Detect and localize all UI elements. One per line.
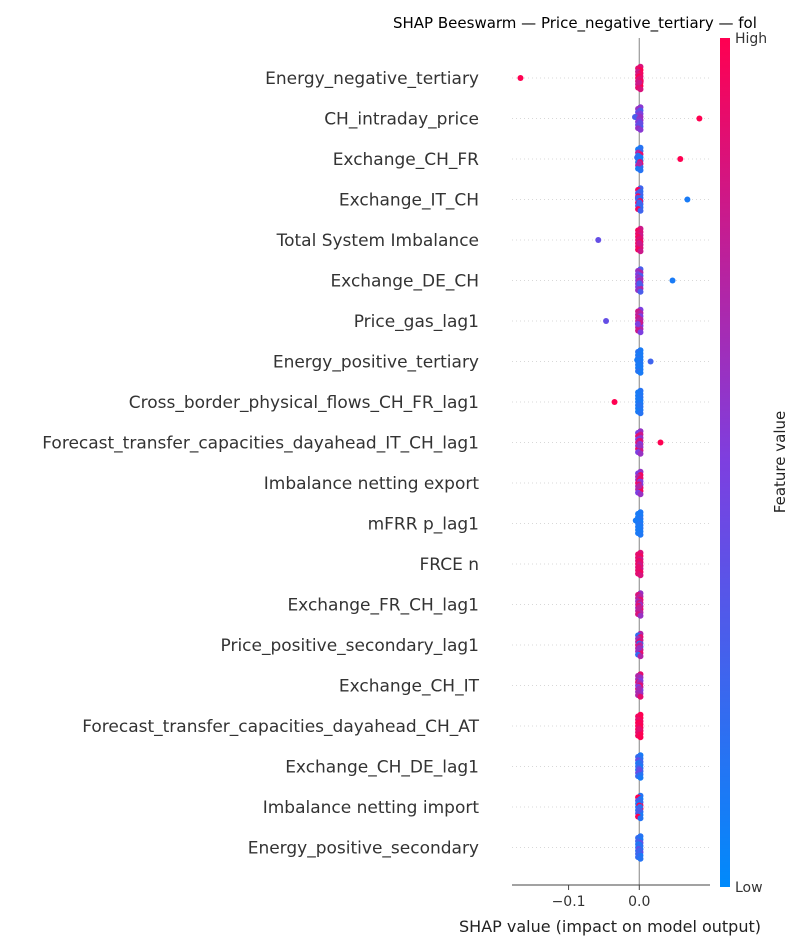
feature-label: Exchange_CH_IT bbox=[339, 677, 480, 697]
feature-label: Forecast_transfer_capacities_dayahead_CH… bbox=[82, 717, 479, 737]
x-axis-label: SHAP value (impact on model output) bbox=[459, 917, 761, 936]
shap-point bbox=[636, 766, 643, 773]
shap-point bbox=[636, 120, 643, 126]
shap-point bbox=[636, 523, 643, 530]
feature-rows: Energy_negative_tertiary CH_intraday_pric… bbox=[42, 69, 710, 859]
shap-point bbox=[636, 685, 643, 692]
feature-label: Exchange_DE_CH bbox=[330, 272, 479, 292]
swarm-point bbox=[637, 450, 644, 457]
feature-label: Energy_negative_tertiary bbox=[265, 69, 479, 89]
feature-label: Exchange_FR_CH_lag1 bbox=[287, 596, 479, 616]
shap-point bbox=[636, 79, 643, 86]
shap-point bbox=[603, 318, 610, 324]
swarm-point bbox=[637, 410, 644, 417]
shap-point bbox=[636, 807, 643, 813]
swarm-point bbox=[637, 369, 644, 376]
swarm-point bbox=[637, 126, 644, 133]
swarm-point bbox=[637, 612, 644, 619]
swarm-point bbox=[637, 855, 644, 862]
shap-point bbox=[669, 277, 676, 284]
swarm-point bbox=[637, 207, 644, 214]
shap-point bbox=[696, 115, 703, 122]
swarm-point bbox=[637, 86, 644, 93]
chart-title: SHAP Beeswarm — Price_negative_tertiary … bbox=[393, 14, 757, 33]
swarm-point bbox=[637, 653, 644, 660]
shap-point bbox=[636, 726, 643, 732]
swarm-point bbox=[637, 734, 644, 741]
feature-label: Exchange_IT_CH bbox=[339, 191, 479, 211]
swarm-point bbox=[637, 491, 644, 498]
colorbar-high-label: High bbox=[735, 31, 767, 47]
feature-label: Imbalance netting export bbox=[264, 474, 480, 494]
x-tick-label: −0.1 bbox=[552, 894, 586, 910]
shap-point bbox=[595, 237, 602, 243]
shap-point bbox=[636, 361, 643, 368]
swarm-point bbox=[637, 329, 644, 336]
swarm-point bbox=[637, 167, 644, 174]
feature-label: Exchange_CH_DE_lag1 bbox=[285, 758, 479, 778]
swarm-point bbox=[637, 693, 644, 700]
shap-point bbox=[657, 439, 664, 446]
feature-label: mFRR p_lag1 bbox=[368, 515, 479, 535]
feature-label: Energy_positive_tertiary bbox=[273, 353, 479, 373]
shap-point bbox=[684, 196, 691, 203]
shap-point bbox=[636, 483, 643, 489]
shap-point bbox=[636, 402, 643, 408]
swarm-point bbox=[637, 774, 644, 781]
swarm-point bbox=[637, 248, 644, 255]
swarm-point bbox=[637, 288, 644, 295]
colorbar-label: Feature value bbox=[771, 411, 789, 513]
shap-point bbox=[647, 358, 654, 365]
feature-label: Total System Imbalance bbox=[276, 231, 479, 251]
feature-label: FRCE n bbox=[419, 555, 479, 575]
shap-point bbox=[636, 847, 643, 854]
feature-label: Price_gas_lag1 bbox=[354, 312, 479, 332]
shap-point bbox=[517, 75, 524, 81]
points-layer bbox=[517, 63, 703, 862]
feature-label: CH_intraday_price bbox=[324, 110, 479, 130]
shap-point bbox=[636, 240, 643, 246]
shap-point bbox=[636, 442, 643, 449]
feature-label: Forecast_transfer_capacities_dayahead_IT… bbox=[42, 434, 479, 454]
feature-label: Exchange_CH_FR bbox=[333, 150, 479, 170]
swarm-point bbox=[637, 815, 644, 822]
shap-point bbox=[634, 321, 641, 327]
feature-label: Price_positive_secondary_lag1 bbox=[221, 636, 480, 656]
x-ticks: −0.1 0.0 bbox=[552, 885, 650, 910]
x-tick-label: 0.0 bbox=[628, 894, 650, 910]
shap-point bbox=[636, 604, 643, 611]
shap-point bbox=[636, 199, 643, 206]
shap-point bbox=[635, 564, 642, 570]
shap-point bbox=[636, 160, 643, 167]
feature-label: Imbalance netting import bbox=[263, 798, 480, 818]
shap-point bbox=[636, 645, 643, 651]
shap-point bbox=[636, 280, 643, 287]
colorbar bbox=[720, 38, 730, 887]
colorbar-low-label: Low bbox=[735, 880, 763, 896]
swarm-point bbox=[637, 531, 644, 538]
feature-label: Cross_border_physical_flows_CH_FR_lag1 bbox=[129, 393, 479, 413]
shap-point bbox=[611, 399, 618, 405]
shap-point bbox=[677, 156, 684, 162]
swarm-point bbox=[637, 572, 644, 579]
feature-label: Energy_positive_secondary bbox=[248, 839, 479, 859]
